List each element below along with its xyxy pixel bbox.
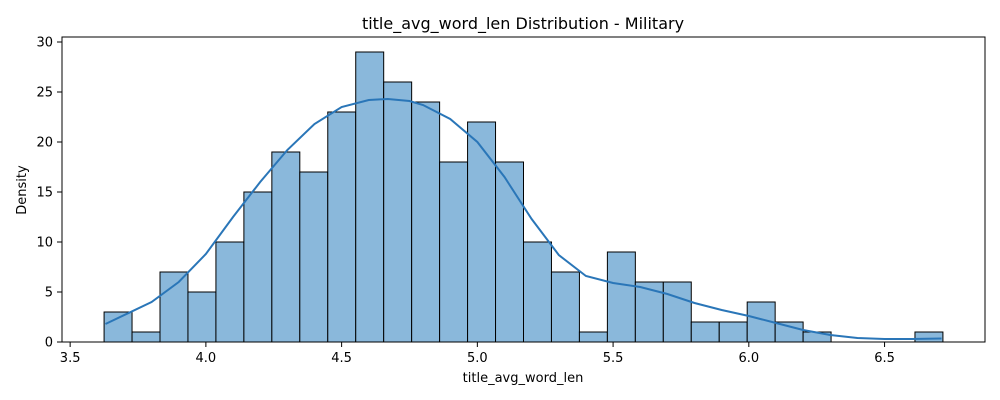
histogram-bar <box>718 321 748 343</box>
y-tick-label: 0 <box>45 336 53 351</box>
x-tick-label: 3.5 <box>60 351 81 366</box>
y-tick-label: 20 <box>36 136 53 151</box>
kde-curve <box>105 97 942 340</box>
histogram-bar <box>467 121 497 343</box>
histogram-bar <box>662 281 692 343</box>
histogram-bar <box>578 331 608 343</box>
y-tick-label: 15 <box>36 186 53 201</box>
histogram-bar <box>327 111 357 343</box>
x-tick-label: 4.0 <box>196 351 217 366</box>
histogram-bar <box>159 271 189 343</box>
histogram-bar <box>439 161 469 343</box>
y-tick-label: 5 <box>45 286 53 301</box>
histogram-bar <box>690 321 720 343</box>
x-tick-label: 4.5 <box>331 351 352 366</box>
histogram-bar <box>383 81 413 343</box>
histogram-bar <box>606 251 636 343</box>
y-tick-label: 25 <box>36 86 53 101</box>
histogram-bar <box>299 171 329 343</box>
x-tick-label: 6.5 <box>874 351 895 366</box>
y-axis-label: Density <box>15 165 30 215</box>
x-axis: 3.5 4.0 4.5 5.0 5.5 6.0 6.5 <box>60 342 895 366</box>
histogram-bar <box>523 241 552 343</box>
histogram-bar <box>271 151 301 343</box>
histogram-bar <box>411 101 441 343</box>
histogram-bars <box>103 51 944 343</box>
histogram-bar <box>187 291 217 343</box>
x-tick-label: 5.0 <box>467 351 488 366</box>
chart-title: title_avg_word_len Distribution - Milita… <box>362 14 684 34</box>
x-axis-label: title_avg_word_len <box>463 371 584 386</box>
histogram-bar <box>550 271 580 343</box>
histogram-bar <box>243 191 273 343</box>
x-tick-label: 5.5 <box>603 351 624 366</box>
x-tick-label: 6.0 <box>738 351 759 366</box>
histogram-bar <box>215 241 245 343</box>
plot-frame <box>61 36 986 343</box>
y-tick-label: 30 <box>36 36 53 51</box>
histogram-bar <box>355 51 385 343</box>
histogram-bar <box>914 331 944 343</box>
y-axis: 0 5 10 15 20 25 30 <box>36 36 62 351</box>
histogram-bar <box>103 311 133 343</box>
histogram-bar <box>774 321 804 343</box>
histogram-bar <box>495 161 525 343</box>
histogram-bar <box>131 331 161 343</box>
y-tick-label: 10 <box>36 236 53 251</box>
